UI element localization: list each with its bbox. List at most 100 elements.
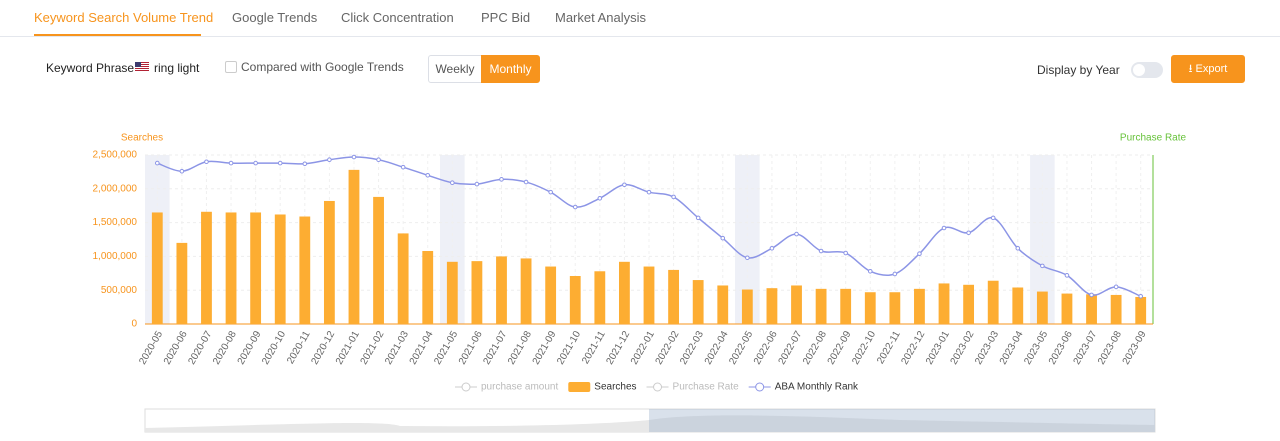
bar <box>373 196 384 324</box>
tab[interactable]: Keyword Search Volume Trend <box>34 10 214 25</box>
legend-label: Purchase Rate <box>673 382 740 393</box>
compare-label[interactable]: Compared with Google Trends <box>241 60 404 74</box>
keyword: ring light <box>154 61 200 75</box>
keyword-label: Keyword Phrase: <box>46 61 138 75</box>
checkbox[interactable] <box>225 61 237 73</box>
bar <box>643 266 655 324</box>
line-point <box>425 172 431 178</box>
legend-swatch <box>653 382 663 392</box>
legend-label: purchase amount <box>481 382 558 393</box>
line-point <box>990 215 996 221</box>
legend-item[interactable]: ABA Monthly Rank <box>748 382 859 393</box>
line-point <box>769 245 775 251</box>
line-point <box>204 159 209 165</box>
legend-label: Searches <box>594 382 636 393</box>
tab[interactable]: Click Concentration <box>341 10 454 25</box>
display-by-year-label: Display by Year <box>1037 63 1120 77</box>
bar <box>520 258 532 324</box>
line-point <box>646 189 652 195</box>
line-point <box>671 194 676 200</box>
tab[interactable]: Google Trends <box>232 10 318 25</box>
x-tick-label: 2023-09 <box>1121 329 1149 367</box>
line-point <box>1064 273 1070 278</box>
bar <box>201 211 212 324</box>
line-point <box>1138 293 1144 299</box>
bar <box>496 256 507 324</box>
legend-label: ABA Monthly Rank <box>775 382 859 393</box>
tab[interactable]: PPC Bid <box>481 10 531 25</box>
export-label[interactable]: Export <box>1195 63 1228 75</box>
legend-swatch <box>568 382 591 392</box>
line-point <box>966 230 971 236</box>
bar <box>1135 296 1147 324</box>
line-point <box>1040 263 1045 269</box>
line-point <box>917 251 922 256</box>
bar <box>840 288 852 324</box>
bar <box>471 261 483 324</box>
bar <box>1036 291 1048 324</box>
bar <box>815 288 827 324</box>
bar <box>299 216 311 324</box>
y2-axis-title: Purchase Rate <box>1120 133 1187 144</box>
tab-bar: Keyword Search Volume Trend Google Trend… <box>0 0 1280 37</box>
legend-swatch <box>461 382 471 392</box>
line-point <box>720 235 726 241</box>
bar <box>864 292 876 324</box>
line-point <box>499 177 504 182</box>
export-button[interactable]: ⭳ Export <box>1171 55 1245 83</box>
bar <box>717 285 729 324</box>
line-point <box>843 250 848 256</box>
legend-swatch <box>755 382 765 392</box>
line-point <box>1015 245 1021 251</box>
line-point <box>228 160 234 166</box>
bar <box>963 284 975 324</box>
bar <box>348 169 360 324</box>
bar <box>569 276 581 324</box>
bar <box>1061 293 1073 324</box>
line-point <box>523 179 529 185</box>
bar <box>1086 294 1097 324</box>
bar <box>791 285 802 324</box>
line-point <box>474 181 480 187</box>
legend-item[interactable]: purchase amount <box>455 382 558 393</box>
line-point <box>376 157 381 163</box>
line-point <box>1113 284 1119 290</box>
y-tick-label: 1,500,000 <box>93 217 138 228</box>
bar <box>741 289 753 324</box>
tab[interactable]: Market Analysis <box>555 10 647 25</box>
line-point <box>892 271 898 277</box>
legend-item[interactable]: Purchase Rate <box>646 382 740 393</box>
line-point <box>302 161 308 167</box>
y-tick-label: 0 <box>131 319 137 330</box>
bar <box>225 212 237 324</box>
line-point <box>327 157 332 163</box>
zoom-selection[interactable] <box>649 409 1155 432</box>
toggle[interactable] <box>1131 62 1163 78</box>
bar <box>914 288 925 324</box>
bar <box>766 288 778 324</box>
line-point <box>154 160 160 166</box>
bar <box>446 261 458 324</box>
line-point <box>351 154 357 160</box>
line-point <box>794 231 799 237</box>
bar <box>250 212 262 324</box>
monthly-button[interactable]: Monthly <box>481 55 540 83</box>
bar <box>176 242 188 324</box>
bar <box>397 233 409 324</box>
line-point <box>400 164 406 170</box>
line-point <box>941 225 947 231</box>
line-point <box>622 182 627 188</box>
slider-preview <box>145 415 1155 432</box>
y-tick-label: 1,000,000 <box>93 251 138 262</box>
bar <box>545 266 557 324</box>
line-point <box>548 189 553 195</box>
bar <box>422 250 434 324</box>
y-tick-label: 500,000 <box>101 285 138 296</box>
bar <box>889 292 901 324</box>
bar <box>692 280 704 324</box>
y-axis-title: Searches <box>121 133 163 144</box>
line-point <box>450 180 455 186</box>
legend-item[interactable]: Searches <box>568 382 637 393</box>
